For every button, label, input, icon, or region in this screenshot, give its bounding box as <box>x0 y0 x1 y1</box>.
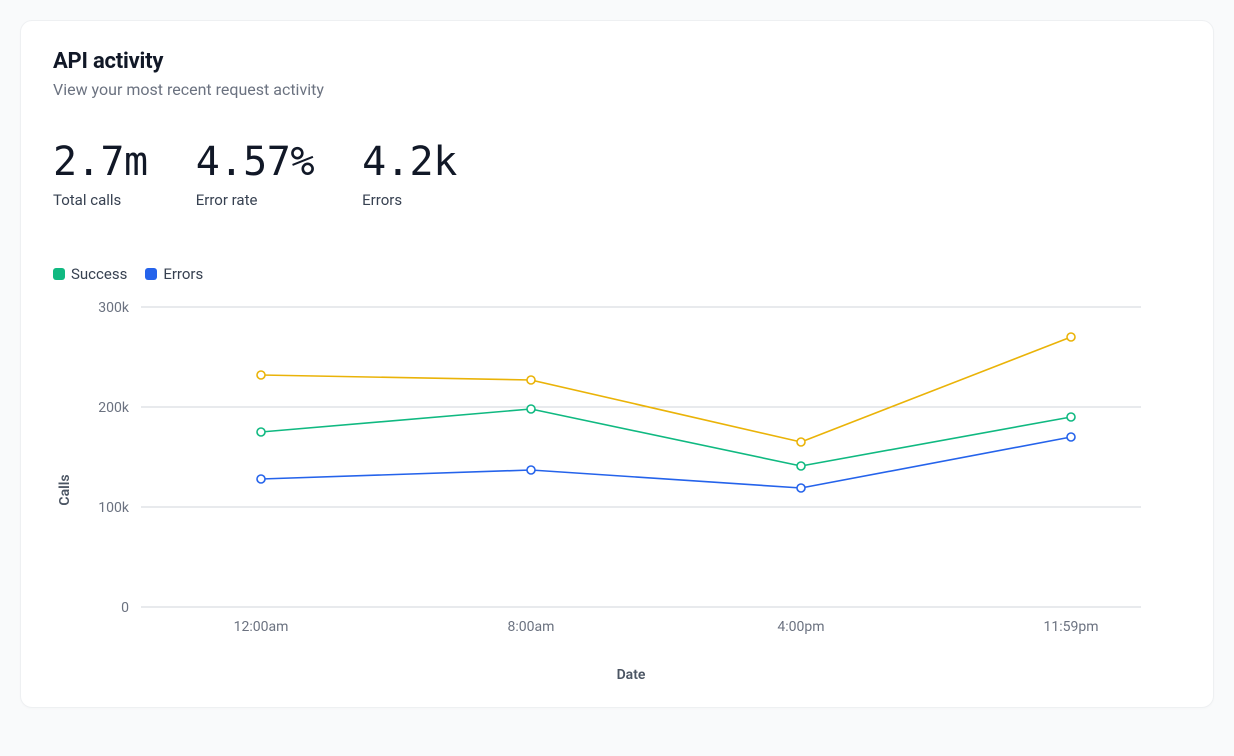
svg-text:11:59pm: 11:59pm <box>1043 619 1098 635</box>
line-chart: 0 100k 200k 300k 12:00am 8:00am 4:00pm 11:59pm <box>81 297 1161 637</box>
legend-swatch <box>53 268 65 280</box>
svg-text:200k: 200k <box>98 400 130 416</box>
svg-text:12:00am: 12:00am <box>234 619 289 635</box>
svg-text:0: 0 <box>121 600 129 616</box>
y-axis-title: Calls <box>57 474 73 505</box>
stat-total-calls: 2.7m Total calls <box>53 139 148 209</box>
svg-text:8:00am: 8:00am <box>508 619 555 635</box>
chart-area: Calls 0100k200k300k12:00am8:00am4:00pm11… <box>81 297 1181 683</box>
stat-error-rate: 4.57% Error rate <box>196 139 314 209</box>
legend-item-errors: Errors <box>145 265 203 283</box>
stat-value: 4.2k <box>362 139 457 185</box>
legend-label: Errors <box>163 265 203 283</box>
svg-text:4:00pm: 4:00pm <box>777 619 824 635</box>
stat-errors: 4.2k Errors <box>362 139 457 209</box>
stat-label: Total calls <box>53 191 148 209</box>
card-subtitle: View your most recent request activity <box>53 80 1181 99</box>
stat-label: Errors <box>362 191 457 209</box>
api-activity-card: API activity View your most recent reque… <box>20 20 1214 708</box>
stat-value: 2.7m <box>53 139 148 185</box>
legend-swatch <box>145 268 157 280</box>
chart-legend: Success Errors <box>53 265 1181 283</box>
svg-text:300k: 300k <box>98 300 130 316</box>
stats-row: 2.7m Total calls 4.57% Error rate 4.2k E… <box>53 139 1181 209</box>
card-title: API activity <box>53 49 1181 74</box>
stat-value: 4.57% <box>196 139 314 185</box>
legend-item-success: Success <box>53 265 127 283</box>
x-axis-title: Date <box>81 667 1181 683</box>
stat-label: Error rate <box>196 191 314 209</box>
legend-label: Success <box>71 265 127 283</box>
svg-text:100k: 100k <box>98 500 130 516</box>
